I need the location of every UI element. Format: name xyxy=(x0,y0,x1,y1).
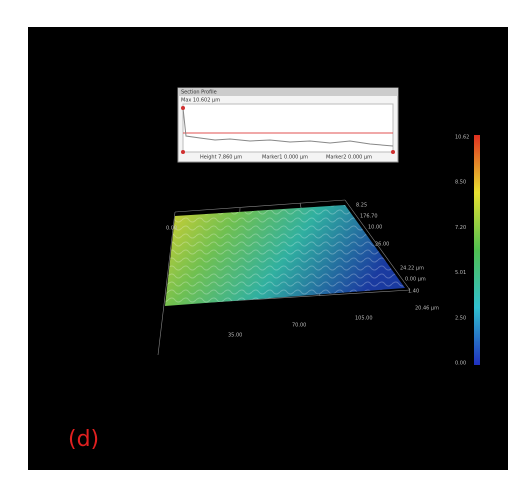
figure: Section Profile Max 10.602 µm Height 7.8… xyxy=(0,0,524,483)
axis-label: 10.00 xyxy=(368,225,382,231)
inset-legend: Marker2 0.000 µm xyxy=(326,155,372,161)
axis-label: 24.22 µm xyxy=(400,266,424,272)
axis-label: 105.00 xyxy=(355,316,373,322)
axis-label: 1.40 xyxy=(408,289,419,295)
colorbar-label: 2.50 xyxy=(455,315,466,321)
inset-legend: Marker1 0.000 µm xyxy=(262,155,308,161)
panel-label: (d) xyxy=(68,427,99,452)
axis-label: 0.00 xyxy=(166,226,177,232)
marker xyxy=(391,150,395,154)
colorbar-label: 7.20 xyxy=(455,225,466,231)
inset-header: Max 10.602 µm xyxy=(181,98,220,104)
axis-label: 26.00 xyxy=(375,242,389,248)
colorbar-label: 8.50 xyxy=(455,180,466,186)
marker xyxy=(181,150,185,154)
inset-legend: Height 7.860 µm xyxy=(200,155,242,161)
marker xyxy=(181,106,185,110)
colorbar-label: 10.62 xyxy=(455,135,469,141)
colorbar xyxy=(474,135,480,365)
inset-plot xyxy=(183,104,393,152)
axis-label: 70.00 xyxy=(292,323,306,329)
colorbar-label: 0.00 xyxy=(455,361,466,367)
axis-label: 35.00 xyxy=(228,333,242,339)
inset-title: Section Profile xyxy=(181,90,217,96)
colorbar-label: 5.01 xyxy=(455,270,466,276)
axis-label: 176.70 xyxy=(360,214,378,220)
axis-label: 8.25 xyxy=(356,203,367,209)
axis-label: 0.00 µm xyxy=(405,277,426,283)
axis-label: 20.46 µm xyxy=(415,306,439,312)
